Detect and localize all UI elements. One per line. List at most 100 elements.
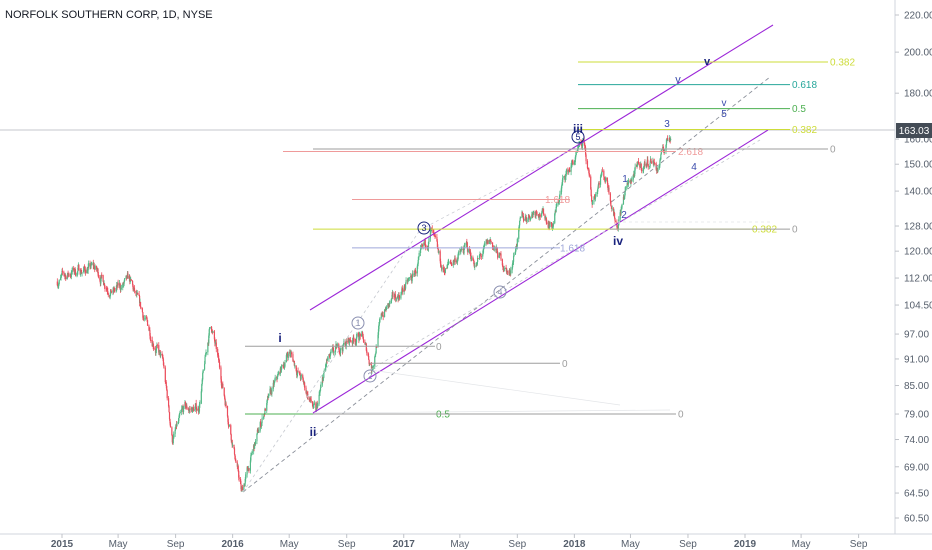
candle-body [434, 235, 437, 238]
candle-body [584, 142, 586, 146]
candle-body [215, 342, 217, 349]
candle-body [658, 165, 661, 168]
candle-body [228, 425, 230, 426]
candle-body [218, 362, 221, 368]
candle-body [211, 331, 214, 333]
candle-body [513, 254, 515, 256]
candle-body [82, 270, 85, 273]
candle-body [587, 168, 589, 170]
chart-title: NORFOLK SOUTHERN CORP, 1D, NYSE [5, 9, 213, 21]
candle-body [613, 208, 615, 216]
y-axis: 220.00 200.00 180.00 160.00 150.00 140.00 128.… [895, 11, 932, 525]
candle-body [440, 261, 442, 267]
candle-body [264, 408, 266, 415]
candle-body [160, 354, 162, 356]
candle-body [384, 310, 386, 311]
candle-body [660, 150, 662, 155]
candle-body [478, 255, 481, 259]
candle-body [56, 281, 58, 286]
candle-body [512, 262, 514, 268]
candle-body [153, 346, 155, 349]
fib-level-label: 0 [678, 410, 684, 421]
candle-body [578, 144, 580, 147]
candle-body [227, 416, 229, 422]
candle-body [649, 166, 651, 168]
candle-body [631, 179, 633, 182]
candle-body [225, 403, 227, 406]
candle-body [130, 279, 132, 281]
candle-body [441, 267, 443, 270]
candle-body [593, 196, 595, 202]
candle-body [105, 288, 108, 290]
candle-body [205, 352, 208, 354]
candle-body [244, 478, 246, 484]
candle-body [223, 387, 225, 396]
candle-body [234, 454, 236, 460]
candle-body [533, 212, 535, 214]
candle-body [457, 255, 459, 261]
candle-body [120, 287, 122, 291]
candle-body [454, 258, 456, 263]
wave-circle [493, 285, 507, 299]
candle-body [397, 295, 400, 300]
candle-body [362, 339, 365, 342]
candle-body [444, 272, 446, 274]
candle-body [202, 372, 204, 380]
candle-body [634, 170, 636, 176]
candle-body [403, 286, 405, 292]
candle-body [404, 286, 406, 289]
fib-level-label: 0.5 [792, 104, 806, 115]
candle-body [555, 206, 557, 212]
candle-body [107, 291, 109, 294]
candle-body [670, 138, 672, 141]
candle-body [330, 351, 332, 354]
candle-body [181, 407, 183, 409]
candle-body [168, 412, 171, 420]
candle-body [182, 406, 185, 412]
candle-body [224, 398, 226, 406]
candle-body [498, 255, 500, 258]
candle-body [124, 278, 126, 281]
candle-body [401, 288, 403, 290]
candle-body [277, 374, 279, 377]
candle-body [606, 177, 608, 181]
candle-body [380, 313, 382, 318]
y-tick-label: 220.00 [904, 11, 932, 22]
candle-body [408, 277, 410, 279]
candle-body [164, 367, 166, 382]
candle-body [329, 353, 331, 357]
candle-body [416, 266, 418, 274]
candle-body [129, 279, 131, 282]
candle-body [554, 213, 556, 224]
candle-body [220, 367, 222, 380]
candle-body [630, 180, 632, 184]
candle-body [263, 414, 265, 418]
candle-body [641, 168, 643, 172]
candle-body [78, 264, 80, 271]
candle-body [57, 286, 59, 287]
candle-body [267, 396, 269, 400]
candle-body [588, 173, 590, 177]
candle-body [586, 161, 589, 169]
candle-body [58, 284, 60, 287]
candle-body [84, 266, 86, 270]
candle-body [317, 403, 319, 407]
candle-body [208, 329, 210, 336]
candle-body [114, 290, 116, 291]
candle-body [472, 260, 474, 261]
candle-body [94, 266, 96, 270]
y-tick-label: 69.00 [904, 462, 929, 473]
candle-body [488, 239, 490, 244]
candle-body [483, 245, 485, 247]
candle-body [212, 331, 214, 333]
candle-body [196, 408, 198, 411]
wave-label: i [278, 331, 281, 345]
candle-body [436, 237, 438, 242]
candle-body [597, 185, 599, 189]
candle-body [356, 333, 358, 337]
candle-body [313, 403, 315, 405]
candle-body [500, 253, 502, 260]
candle-body [424, 240, 426, 245]
candle-body [135, 291, 137, 293]
